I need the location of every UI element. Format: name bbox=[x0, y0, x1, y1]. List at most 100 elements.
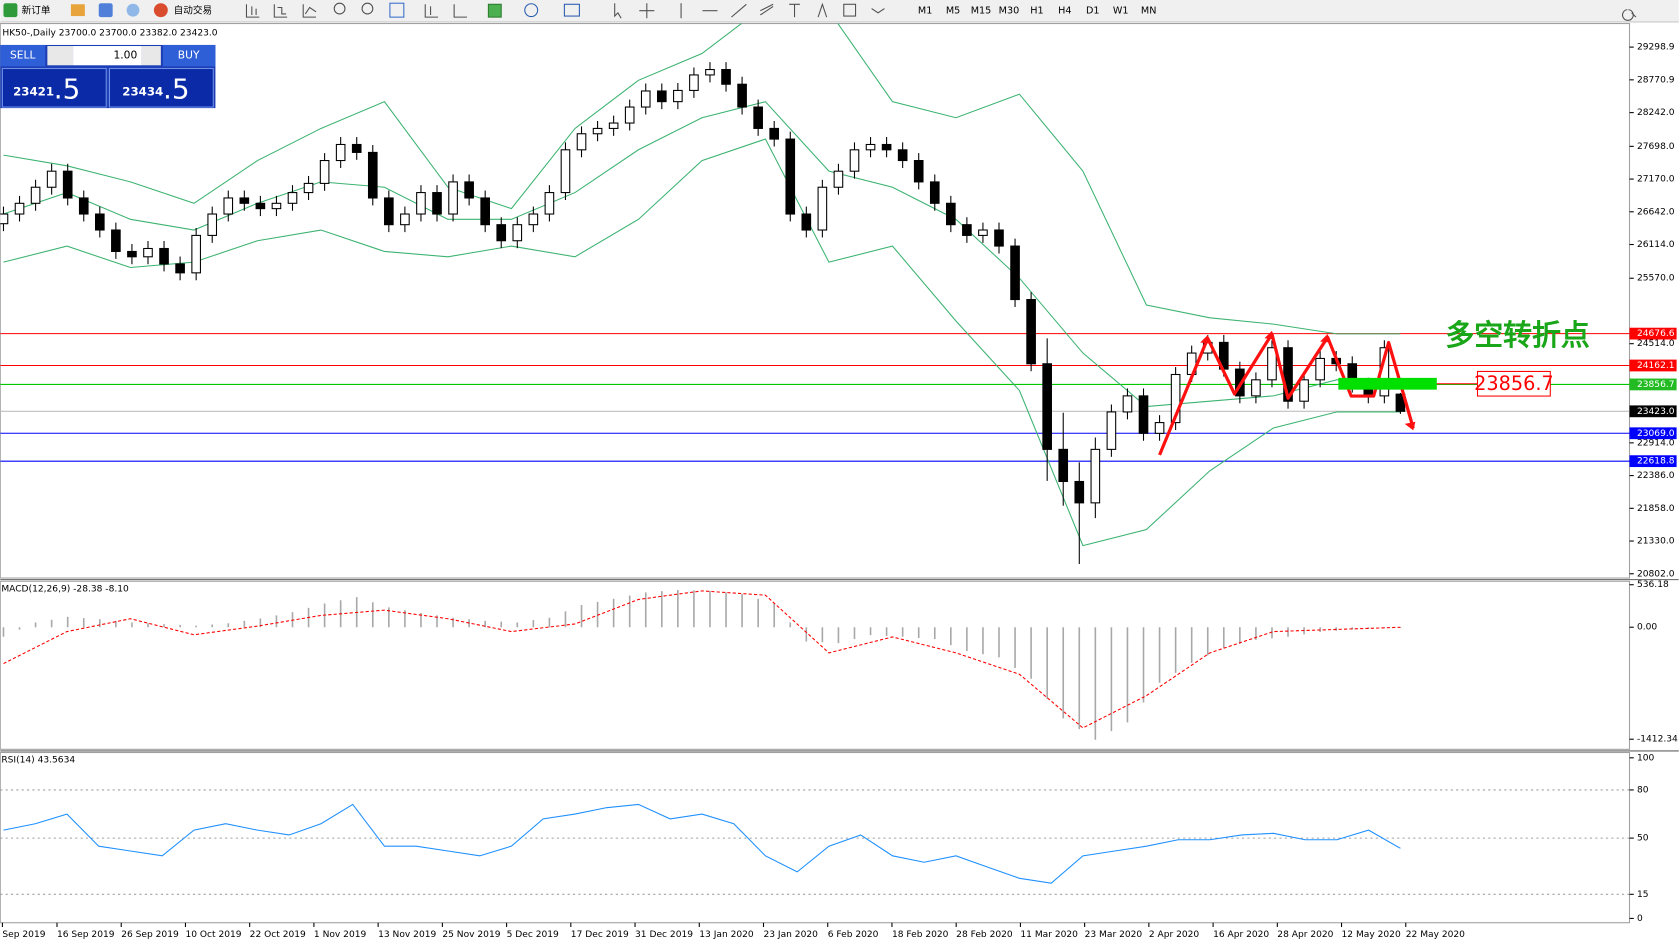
macd-signal bbox=[3, 590, 1401, 729]
timeframe-button[interactable]: M1 bbox=[918, 6, 932, 17]
icon[interactable] bbox=[614, 3, 622, 19]
icon[interactable] bbox=[487, 3, 502, 18]
bollinger-upper bbox=[3, 23, 1401, 335]
y-tick-label: 25570.0 bbox=[1637, 274, 1675, 284]
icon[interactable] bbox=[524, 3, 539, 18]
icon[interactable] bbox=[817, 2, 828, 18]
candle-body bbox=[913, 159, 924, 183]
icon[interactable] bbox=[126, 3, 140, 17]
icon[interactable] bbox=[639, 3, 655, 19]
icon[interactable] bbox=[389, 2, 405, 18]
auto-trading-label[interactable]: 自动交易 bbox=[174, 5, 213, 17]
x-tick-label: 6 Feb 2020 bbox=[828, 930, 879, 940]
candle-body bbox=[801, 213, 812, 231]
y-tick-label: 20802.0 bbox=[1637, 569, 1675, 579]
x-tick-label: 18 Feb 2020 bbox=[892, 930, 949, 940]
level-tag-label: 22618.8 bbox=[1637, 457, 1675, 467]
auto-trading-button[interactable]: 自动交易 bbox=[153, 3, 213, 18]
icon[interactable] bbox=[789, 3, 800, 18]
candle-body bbox=[14, 202, 25, 215]
new-order-label[interactable]: 新订单 bbox=[22, 5, 51, 17]
bid-fraction[interactable]: .5 bbox=[54, 72, 81, 105]
candle-body bbox=[1026, 299, 1036, 365]
icon[interactable] bbox=[424, 4, 439, 18]
icon[interactable] bbox=[1622, 9, 1637, 21]
timeframe-button[interactable]: M5 bbox=[946, 6, 960, 17]
timeframe-button[interactable]: M15 bbox=[971, 6, 992, 17]
lots-input[interactable] bbox=[73, 46, 142, 66]
candle-body bbox=[624, 106, 635, 124]
timeframe-button[interactable]: M30 bbox=[999, 6, 1020, 17]
macd-label: MACD(12,26,9) -28.38 -8.10 bbox=[1, 584, 129, 594]
icon[interactable] bbox=[333, 2, 346, 15]
level-tag bbox=[1629, 359, 1677, 372]
sell-button[interactable] bbox=[0, 44, 46, 67]
x-tick-label: 26 Sep 2019 bbox=[121, 930, 179, 940]
candle-body bbox=[737, 83, 747, 108]
bid-price[interactable]: 23421 bbox=[13, 84, 54, 98]
candle-body bbox=[656, 90, 667, 103]
x-tick-label: 28 Apr 2020 bbox=[1277, 930, 1333, 940]
x-tick-label: 13 Nov 2019 bbox=[378, 930, 436, 940]
timeframe-button[interactable]: H1 bbox=[1030, 6, 1043, 17]
candle-body bbox=[127, 250, 137, 258]
candle-body bbox=[0, 213, 9, 225]
timeframe-button[interactable]: H4 bbox=[1058, 6, 1071, 17]
main-panel bbox=[0, 23, 1631, 579]
icon[interactable] bbox=[361, 2, 374, 15]
icon[interactable] bbox=[302, 4, 317, 18]
candle-body bbox=[464, 181, 474, 199]
y-tick-label: 28242.0 bbox=[1637, 108, 1675, 118]
x-tick-label: 23 Mar 2020 bbox=[1085, 930, 1143, 940]
buy-button[interactable] bbox=[162, 44, 216, 67]
y-tick-label: 24514.0 bbox=[1637, 339, 1675, 349]
lots-down[interactable] bbox=[47, 46, 74, 66]
lots-value[interactable]: 1.00 bbox=[113, 49, 137, 62]
ask-fraction[interactable]: .5 bbox=[163, 72, 190, 105]
arrow-head bbox=[1404, 421, 1416, 431]
candle-body bbox=[271, 202, 282, 210]
level-tag bbox=[1629, 455, 1677, 468]
ask-price[interactable]: 23434 bbox=[122, 84, 163, 98]
new-order-button[interactable]: 新订单 bbox=[3, 3, 51, 18]
candle-body bbox=[94, 213, 105, 231]
timeframe-button[interactable]: MN bbox=[1141, 6, 1157, 17]
arrow-head bbox=[1320, 333, 1330, 343]
green-zone bbox=[1338, 377, 1437, 390]
icon[interactable] bbox=[245, 4, 260, 18]
chart-header: HK50-,Daily 23700.0 23700.0 23382.0 2342… bbox=[2, 29, 217, 39]
timeframe-button[interactable]: D1 bbox=[1086, 6, 1100, 17]
icon[interactable] bbox=[70, 4, 85, 17]
timeframe-button[interactable]: W1 bbox=[1113, 6, 1129, 17]
candle-body bbox=[897, 149, 908, 162]
x-tick-label: 25 Nov 2019 bbox=[442, 930, 500, 940]
zigzag-arrow bbox=[1158, 332, 1415, 456]
icon[interactable] bbox=[871, 8, 885, 14]
candle-body bbox=[239, 197, 250, 204]
sell-label[interactable]: SELL bbox=[10, 49, 35, 62]
x-tick-label: 22 May 2020 bbox=[1406, 930, 1465, 940]
ask-box[interactable] bbox=[108, 67, 214, 108]
buy-label[interactable]: BUY bbox=[178, 49, 200, 62]
x-tick-label: Sep 2019 bbox=[2, 930, 45, 940]
bid-box[interactable] bbox=[1, 67, 107, 108]
x-tick-label: 10 Oct 2019 bbox=[185, 930, 241, 940]
icon[interactable] bbox=[563, 3, 580, 17]
candle-body bbox=[1074, 480, 1085, 504]
candle-body bbox=[448, 181, 458, 215]
icon[interactable] bbox=[843, 3, 857, 17]
icon[interactable] bbox=[98, 3, 113, 18]
candle-body bbox=[191, 234, 201, 274]
candle-body bbox=[946, 202, 956, 226]
y-tick-label: 0.00 bbox=[1637, 623, 1657, 633]
icon[interactable] bbox=[759, 3, 774, 16]
icon[interactable] bbox=[273, 4, 288, 18]
candle-body bbox=[1170, 373, 1181, 424]
candle-body bbox=[785, 138, 796, 215]
icon[interactable] bbox=[453, 4, 467, 18]
icon[interactable] bbox=[731, 3, 747, 18]
lots-up[interactable] bbox=[141, 46, 161, 66]
x-tick-label: 17 Dec 2019 bbox=[571, 930, 629, 940]
